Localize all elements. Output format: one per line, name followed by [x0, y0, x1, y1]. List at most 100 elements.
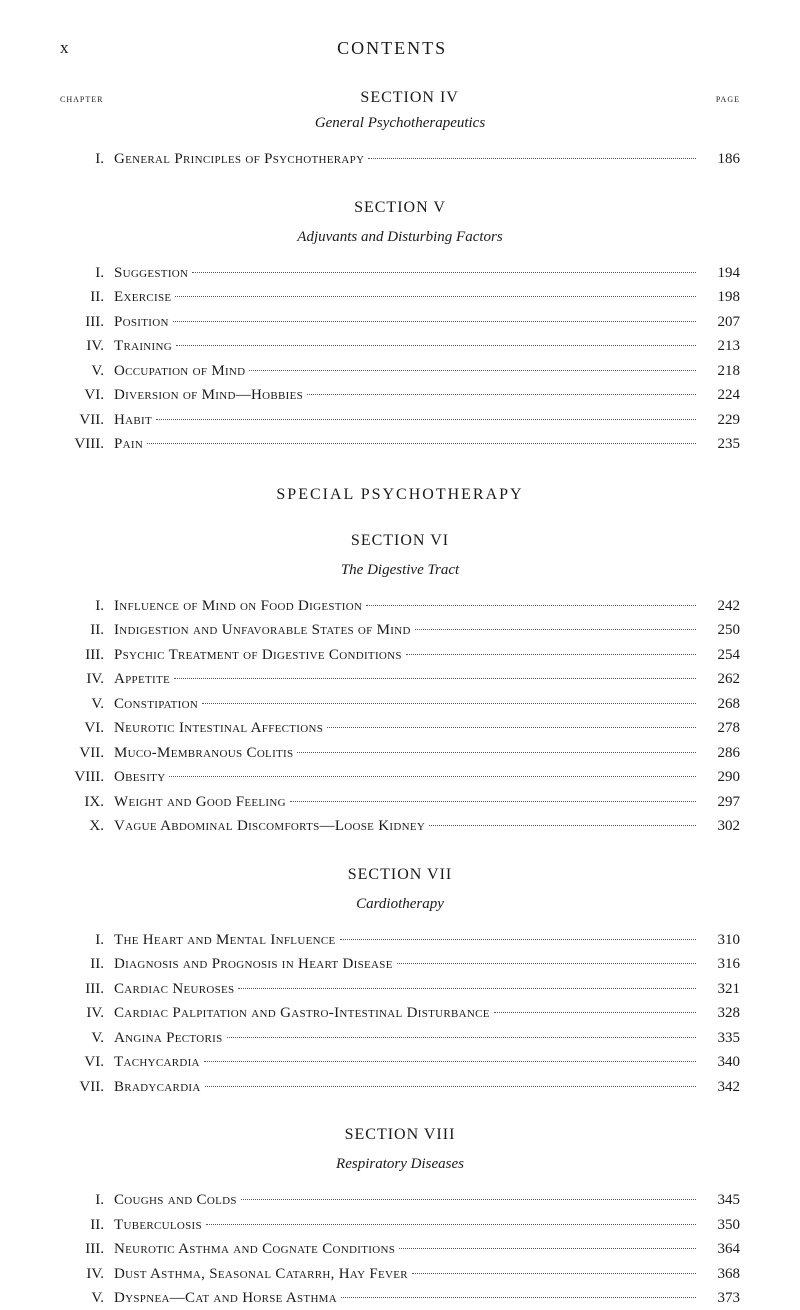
toc-dots — [399, 1248, 696, 1249]
toc-numeral: IV. — [60, 1263, 114, 1286]
toc-title: Training — [114, 335, 172, 358]
toc-dots — [307, 394, 696, 395]
toc-title: Muco-Membranous Colitis — [114, 742, 293, 765]
section-5-list: I.Suggestion194II.Exercise198III.Positio… — [60, 262, 740, 456]
toc-dots — [397, 963, 696, 964]
toc-title: Vague Abdominal Discomforts—Loose Kidney — [114, 815, 425, 838]
toc-entry: VI.Diversion of Mind—Hobbies224 — [60, 384, 740, 407]
toc-title: Bradycardia — [114, 1076, 201, 1099]
section-4-subtitle: General Psychotherapeutics — [60, 115, 740, 132]
toc-entry: II.Tuberculosis350 — [60, 1214, 740, 1237]
toc-dots — [494, 1012, 696, 1013]
toc-page: 297 — [700, 791, 740, 814]
toc-page: 286 — [700, 742, 740, 765]
toc-entry: VIII.Obesity290 — [60, 766, 740, 789]
toc-numeral: III. — [60, 644, 114, 667]
section-4-list: I. General Principles of Psychotherapy 1… — [60, 148, 740, 171]
toc-page: 235 — [700, 433, 740, 456]
toc-entry: III.Neurotic Asthma and Cognate Conditio… — [60, 1238, 740, 1261]
toc-title: Neurotic Asthma and Cognate Conditions — [114, 1238, 395, 1261]
toc-title: Coughs and Colds — [114, 1189, 237, 1212]
toc-numeral: IX. — [60, 791, 114, 814]
page-header: x CONTENTS — [60, 38, 740, 59]
page-numeral-left: x — [60, 38, 70, 59]
toc-dots — [173, 321, 696, 322]
toc-page: 242 — [700, 595, 740, 618]
toc-dots — [412, 1273, 696, 1274]
toc-title: Appetite — [114, 668, 170, 691]
section-8-subtitle: Respiratory Diseases — [60, 1156, 740, 1173]
toc-entry: I.Suggestion194 — [60, 262, 740, 285]
toc-page: 302 — [700, 815, 740, 838]
toc-entry: V.Angina Pectoris335 — [60, 1027, 740, 1050]
toc-entry: II.Exercise198 — [60, 286, 740, 309]
toc-dots — [192, 272, 696, 273]
section-6-subtitle: The Digestive Tract — [60, 562, 740, 579]
toc-page: 368 — [700, 1263, 740, 1286]
toc-numeral: III. — [60, 1238, 114, 1261]
toc-dots — [327, 727, 696, 728]
toc-numeral: VIII. — [60, 766, 114, 789]
toc-dots — [175, 296, 696, 297]
toc-dots — [169, 776, 696, 777]
page-label: page — [716, 91, 740, 106]
toc-entry: IX.Weight and Good Feeling297 — [60, 791, 740, 814]
toc-title: Indigestion and Unfavorable States of Mi… — [114, 619, 411, 642]
toc-entry: VIII.Pain235 — [60, 433, 740, 456]
toc-entry: IV.Cardiac Palpitation and Gastro-Intest… — [60, 1002, 740, 1025]
toc-numeral: VI. — [60, 384, 114, 407]
toc-page: 340 — [700, 1051, 740, 1074]
header-spacer — [735, 38, 740, 59]
toc-title: Cardiac Neuroses — [114, 978, 234, 1001]
toc-page: 373 — [700, 1287, 740, 1310]
section-8-list: I.Coughs and Colds345II.Tuberculosis350I… — [60, 1189, 740, 1310]
toc-page: 224 — [700, 384, 740, 407]
toc-title: Constipation — [114, 693, 198, 716]
toc-dots — [406, 654, 696, 655]
toc-entry: VII.Habit229 — [60, 409, 740, 432]
toc-numeral: I. — [60, 148, 114, 171]
toc-entry: III.Psychic Treatment of Digestive Condi… — [60, 644, 740, 667]
toc-page: 186 — [700, 148, 740, 171]
toc-title: Suggestion — [114, 262, 188, 285]
toc-title: Neurotic Intestinal Affections — [114, 717, 323, 740]
section-7-title: SECTION VII — [60, 866, 740, 884]
toc-numeral: I. — [60, 262, 114, 285]
toc-title: Obesity — [114, 766, 165, 789]
toc-entry: X.Vague Abdominal Discomforts—Loose Kidn… — [60, 815, 740, 838]
toc-entry: VI.Neurotic Intestinal Affections278 — [60, 717, 740, 740]
toc-page: 254 — [700, 644, 740, 667]
toc-title: Influence of Mind on Food Digestion — [114, 595, 362, 618]
toc-title: Tachycardia — [114, 1051, 200, 1074]
toc-page: 316 — [700, 953, 740, 976]
toc-numeral: V. — [60, 693, 114, 716]
section-6-list: I.Influence of Mind on Food Digestion 242… — [60, 595, 740, 838]
toc-numeral: VII. — [60, 409, 114, 432]
toc-numeral: II. — [60, 953, 114, 976]
toc-dots — [227, 1037, 696, 1038]
toc-title: Dyspnea—Cat and Horse Asthma — [114, 1287, 337, 1310]
toc-title: The Heart and Mental Influence — [114, 929, 336, 952]
toc-title: Cardiac Palpitation and Gastro-Intestina… — [114, 1002, 490, 1025]
toc-dots — [415, 629, 696, 630]
toc-title: Angina Pectoris — [114, 1027, 223, 1050]
section-6-title: SECTION VI — [60, 532, 740, 550]
contents-title: CONTENTS — [337, 38, 447, 59]
toc-dots — [206, 1224, 696, 1225]
special-header: SPECIAL PSYCHOTHERAPY — [60, 486, 740, 504]
toc-title: General Principles of Psychotherapy — [114, 148, 364, 171]
toc-title: Pain — [114, 433, 143, 456]
toc-numeral: I. — [60, 595, 114, 618]
toc-page: 278 — [700, 717, 740, 740]
toc-entry: II.Indigestion and Unfavorable States of… — [60, 619, 740, 642]
toc-dots — [202, 703, 696, 704]
toc-title: Diagnosis and Prognosis in Heart Disease — [114, 953, 393, 976]
toc-dots — [174, 678, 696, 679]
section-8-title: SECTION VIII — [60, 1126, 740, 1144]
toc-numeral: II. — [60, 286, 114, 309]
toc-dots — [368, 158, 696, 159]
toc-entry: IV.Training213 — [60, 335, 740, 358]
toc-dots — [204, 1061, 696, 1062]
toc-page: 350 — [700, 1214, 740, 1237]
toc-title: Position — [114, 311, 169, 334]
